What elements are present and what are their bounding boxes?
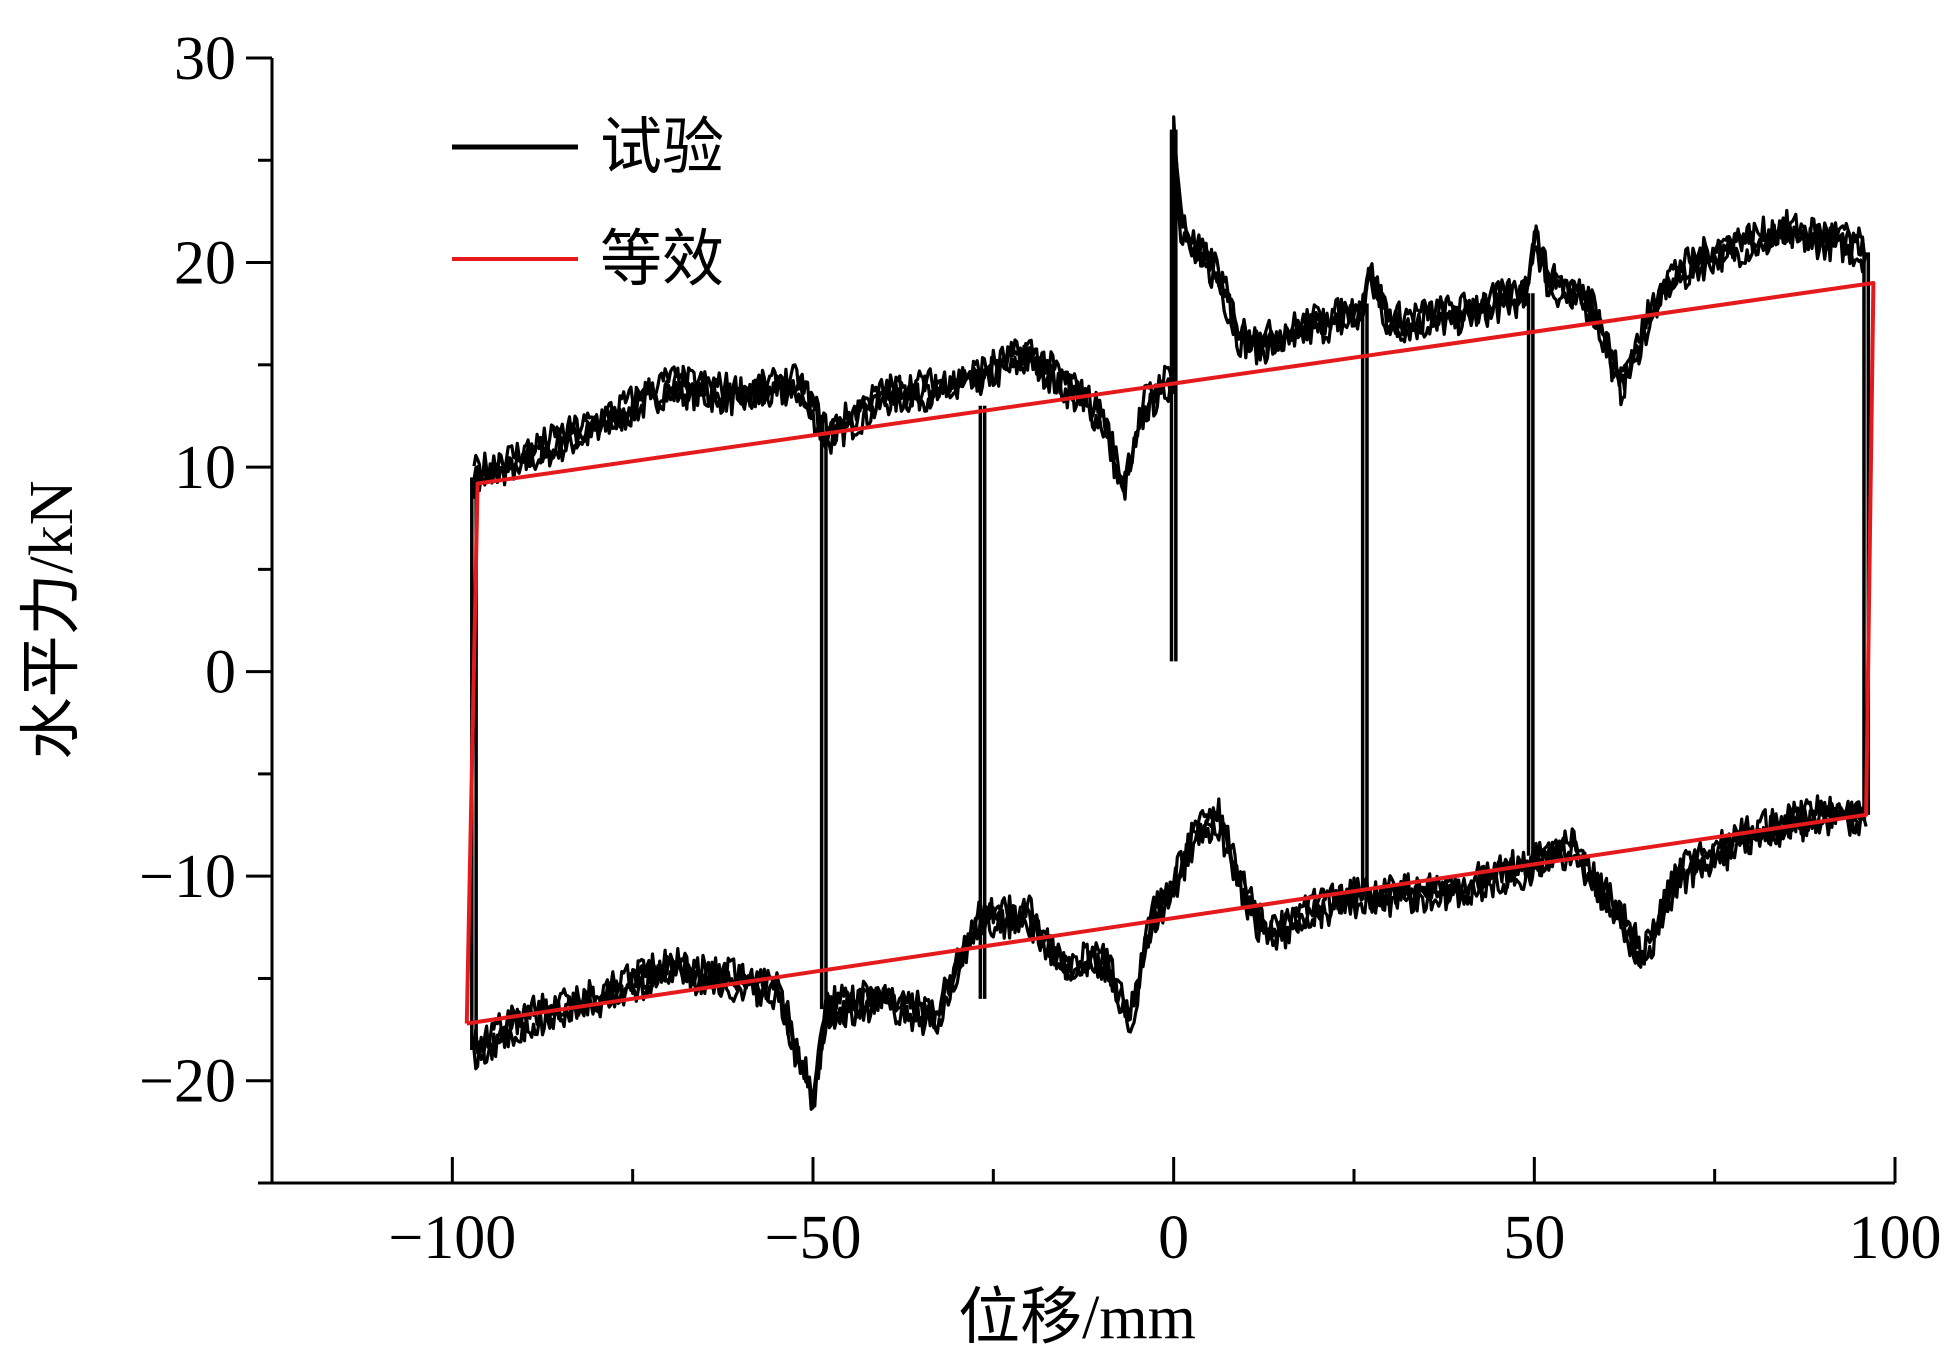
- y-axis-title: 水平力/kN: [18, 480, 86, 759]
- y-tick-label: −10: [139, 843, 236, 911]
- y-tick-label: −20: [139, 1048, 236, 1116]
- x-tick-label: 100: [1849, 1204, 1942, 1272]
- equivalent-curve: [464, 281, 1876, 1026]
- legend-label-test: 试验: [600, 114, 724, 182]
- y-tick-label: 0: [205, 639, 236, 707]
- y-tick-label: 20: [174, 230, 236, 298]
- x-tick-label: −100: [388, 1204, 516, 1272]
- y-tick-label: 10: [174, 434, 236, 502]
- x-tick-label: 50: [1503, 1204, 1565, 1272]
- legend: 试验 等效: [452, 114, 724, 294]
- test-curve-lower: [472, 794, 1867, 1099]
- plot-area: [464, 115, 1876, 1111]
- x-axis-title: 位移/mm: [958, 1284, 1196, 1352]
- x-tick-label: 0: [1158, 1204, 1189, 1272]
- x-tick-label: −50: [765, 1204, 862, 1272]
- y-tick-label: 30: [174, 25, 236, 93]
- legend-label-equivalent: 等效: [600, 226, 724, 294]
